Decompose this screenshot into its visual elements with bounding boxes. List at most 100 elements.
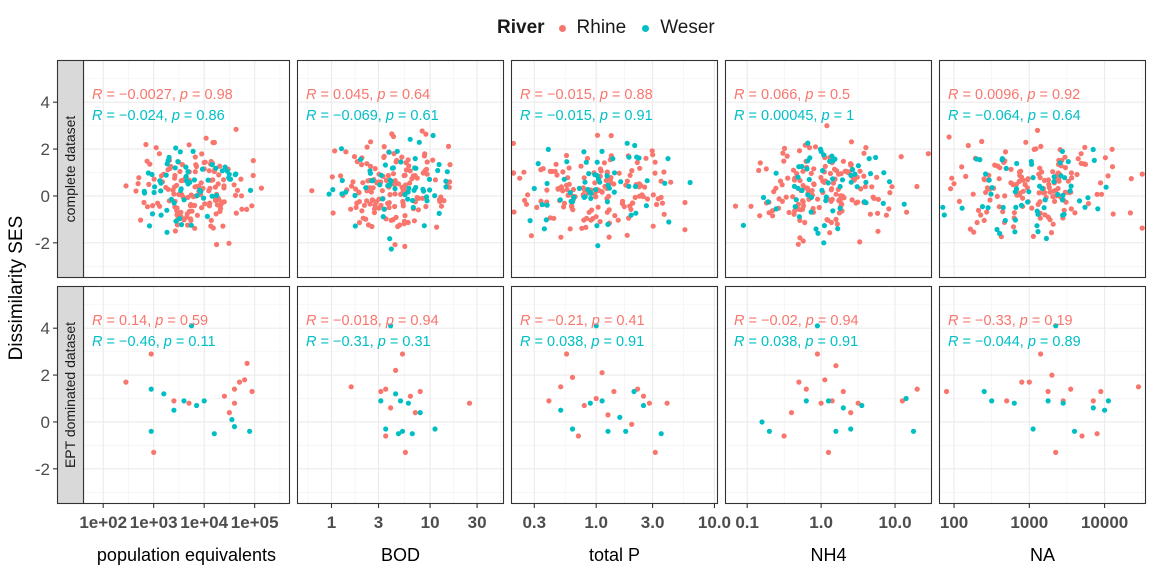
data-point-rhine: [1127, 210, 1133, 216]
data-point-rhine: [385, 172, 391, 179]
data-point-rhine: [343, 149, 349, 155]
data-point-weser: [570, 198, 576, 205]
data-point-weser: [149, 171, 155, 178]
y-tick-label: -2: [35, 460, 50, 479]
data-point-rhine: [1038, 351, 1044, 357]
data-point-rhine: [390, 171, 397, 177]
data-point-rhine: [834, 221, 840, 227]
data-point-rhine: [611, 388, 617, 395]
stat-annotation-weser: R = −0.46, p = 0.11: [92, 334, 216, 350]
data-point-weser: [183, 164, 189, 170]
data-point-rhine: [432, 177, 438, 183]
data-point-weser: [191, 177, 197, 183]
data-point-weser: [821, 152, 827, 158]
data-point-weser: [173, 145, 179, 151]
data-point-rhine: [949, 175, 955, 181]
data-point-weser: [581, 149, 587, 155]
data-point-weser: [436, 161, 442, 168]
data-point-weser: [1067, 188, 1073, 194]
data-point-rhine: [655, 196, 661, 202]
data-point-rhine: [1078, 151, 1084, 157]
data-point-weser: [571, 194, 577, 200]
data-point-rhine: [367, 201, 373, 207]
data-point-rhine: [1050, 221, 1056, 227]
data-point-weser: [807, 155, 813, 161]
data-point-rhine: [1034, 127, 1041, 133]
panel-border: [938, 285, 1147, 505]
data-point-rhine: [1035, 201, 1041, 207]
data-point-rhine: [992, 162, 998, 168]
facet-strip-0: complete dataset: [56, 59, 85, 279]
data-point-rhine: [441, 198, 447, 204]
data-point-rhine: [368, 139, 374, 145]
data-point-rhine: [561, 204, 567, 210]
data-point-weser: [1030, 175, 1036, 181]
data-point-weser: [805, 192, 811, 198]
data-point-rhine: [383, 433, 389, 439]
stat-annotation-rhine: R = −0.015, p = 0.88: [520, 87, 653, 103]
data-point-weser: [432, 193, 438, 199]
data-point-rhine: [400, 198, 406, 204]
data-point-rhine: [1074, 171, 1080, 178]
data-point-weser: [395, 431, 402, 437]
data-point-rhine: [581, 402, 587, 409]
data-point-rhine: [580, 185, 587, 191]
data-point-weser: [544, 180, 550, 187]
data-point-rhine: [202, 201, 208, 207]
y-tick-label: 4: [41, 93, 50, 112]
data-point-weser: [436, 210, 442, 216]
data-point-weser: [974, 156, 980, 162]
data-point-rhine: [824, 123, 830, 129]
data-point-weser: [194, 193, 200, 199]
data-point-weser: [988, 191, 994, 197]
data-point-rhine: [406, 163, 412, 169]
x-axis-label: NH4: [810, 545, 846, 565]
data-point-weser: [426, 176, 433, 182]
data-point-weser: [599, 398, 605, 404]
data-point-rhine: [833, 363, 839, 369]
data-point-rhine: [1068, 170, 1074, 176]
data-point-rhine: [186, 400, 192, 406]
data-point-rhine: [436, 196, 443, 203]
data-point-weser: [859, 402, 865, 409]
data-point-weser: [1076, 198, 1083, 204]
y-tick-label: 0: [41, 413, 50, 432]
data-point-weser: [1102, 407, 1108, 413]
data-point-rhine: [1052, 198, 1058, 204]
data-point-rhine: [438, 203, 445, 209]
data-point-weser: [999, 156, 1006, 162]
data-point-rhine: [898, 154, 904, 160]
data-point-rhine: [434, 224, 440, 230]
data-point-weser: [611, 189, 617, 195]
panel-0-1: R = 0.14, p = 0.59 R = −0.46, p = 0.11 1e+…: [35, 285, 291, 565]
data-point-rhine: [206, 168, 212, 174]
data-point-rhine: [569, 374, 576, 380]
data-point-weser: [595, 243, 601, 249]
data-point-weser: [1055, 191, 1061, 198]
data-point-rhine: [361, 202, 367, 208]
data-point-weser: [854, 184, 860, 190]
data-point-rhine: [153, 145, 159, 151]
data-point-rhine: [825, 449, 832, 455]
panel-background: [83, 286, 290, 504]
data-point-weser: [766, 428, 773, 434]
data-point-rhine: [829, 398, 835, 404]
data-point-rhine: [156, 151, 162, 157]
data-point-rhine: [392, 203, 398, 210]
data-point-weser: [815, 230, 821, 236]
data-point-rhine: [757, 160, 763, 166]
data-point-rhine: [1018, 168, 1024, 174]
data-point-rhine: [1000, 209, 1006, 215]
data-point-weser: [1065, 159, 1071, 165]
data-point-rhine: [840, 158, 847, 164]
data-point-rhine: [1016, 178, 1022, 184]
data-point-rhine: [967, 226, 974, 232]
data-point-rhine: [887, 190, 893, 196]
panel-3-0: R = 0.066, p = 0.5 R = 0.00045, p = 1: [724, 59, 933, 279]
data-point-rhine: [597, 166, 604, 172]
data-point-weser: [1068, 183, 1074, 189]
data-point-rhine: [386, 204, 392, 211]
data-point-weser: [582, 179, 588, 185]
data-point-rhine: [608, 133, 614, 139]
data-point-rhine: [419, 128, 425, 134]
